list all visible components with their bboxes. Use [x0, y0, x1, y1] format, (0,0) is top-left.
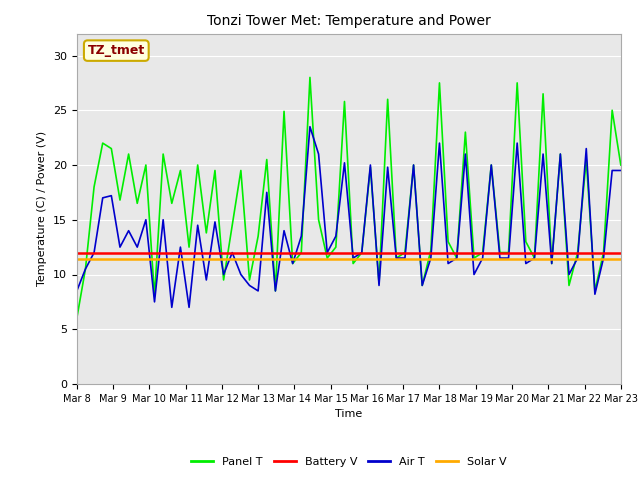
Battery V	[73, 250, 81, 255]
X-axis label: Time: Time	[335, 409, 362, 419]
Text: TZ_tmet: TZ_tmet	[88, 44, 145, 57]
Line: Panel T: Panel T	[77, 77, 621, 318]
Line: Air T: Air T	[77, 127, 621, 307]
Air T	[392, 255, 400, 261]
Panel T	[142, 162, 150, 168]
Title: Tonzi Tower Met: Temperature and Power: Tonzi Tower Met: Temperature and Power	[207, 14, 491, 28]
Panel T	[73, 315, 81, 321]
Solar V	[73, 256, 81, 262]
Air T	[358, 250, 365, 255]
Air T	[306, 124, 314, 130]
Air T	[436, 140, 444, 146]
Solar V	[81, 256, 89, 262]
Y-axis label: Temperature (C) / Power (V): Temperature (C) / Power (V)	[37, 131, 47, 287]
Air T	[444, 261, 452, 266]
Panel T	[427, 248, 435, 253]
Air T	[168, 304, 175, 310]
Air T	[315, 151, 323, 157]
Legend: Panel T, Battery V, Air T, Solar V: Panel T, Battery V, Air T, Solar V	[186, 453, 511, 471]
Battery V	[81, 250, 89, 255]
Panel T	[298, 250, 305, 255]
Air T	[73, 288, 81, 294]
Panel T	[384, 96, 392, 102]
Panel T	[306, 74, 314, 80]
Air T	[617, 168, 625, 173]
Panel T	[617, 162, 625, 168]
Panel T	[436, 80, 444, 86]
Air T	[142, 217, 150, 223]
Panel T	[349, 261, 357, 266]
